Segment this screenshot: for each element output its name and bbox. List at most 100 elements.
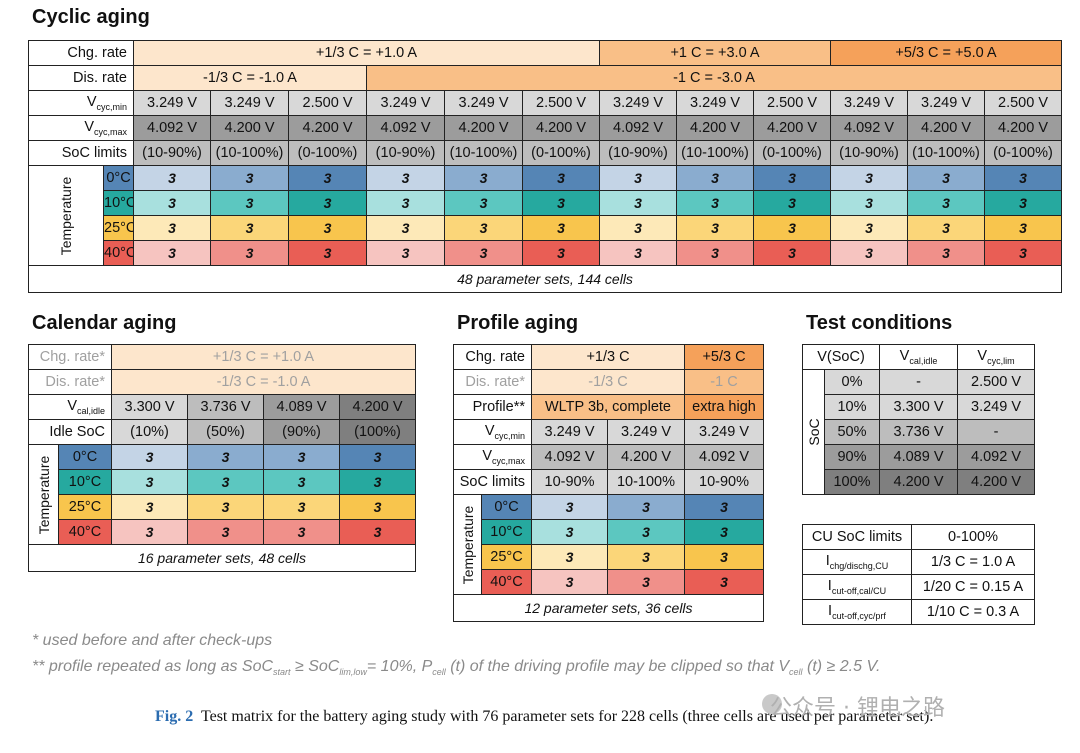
cell-count: 3 [444,165,523,191]
row-label-vcyc-max: Vcyc,max [28,115,134,141]
vcal-cell: 3.300 V [879,394,959,420]
vmax-cell: 4.200 V [210,115,289,141]
vmax-cell: 4.200 V [444,115,523,141]
cell-count: 3 [599,215,677,241]
soc-level: 10% [823,394,881,420]
cell-count: 3 [187,469,265,495]
soc-level: 0% [823,369,881,395]
cell-count: 3 [531,494,608,520]
cell-count: 3 [531,544,608,570]
vmin-cell: 3.249 V [676,90,754,116]
row-label-vcyc-min: Vcyc,min [453,419,532,445]
vmin-cell: 2.500 V [984,90,1062,116]
vcyc-cell: 3.249 V [957,394,1036,420]
header-vcal-idle: Vcal,idle [879,344,959,370]
idle-soc-cell: (90%) [263,419,341,445]
figure-label: Fig. 2 [155,708,194,725]
row-label-vcyc-max: Vcyc,max [453,444,532,470]
cell-count: 3 [522,240,600,266]
cell-count: 3 [288,190,367,216]
i-cutoff-cyc-value: 1/10 C = 0.3 A [911,599,1035,625]
temperature-axis-label: Temperature [28,444,59,545]
profile-aging-title: Profile aging [457,312,579,334]
soc-level: 50% [823,419,881,445]
vcal-cell: 4.200 V [879,469,959,495]
cell-count: 3 [676,240,754,266]
row-label-vcyc-min: Vcyc,min [28,90,134,116]
footnote-profile: ** profile repeated as long as SoCstart … [32,658,881,678]
soc-axis-label: SoC [802,369,825,495]
table-footer: 48 parameter sets, 144 cells [28,265,1062,293]
cell-count: 3 [366,190,445,216]
vmin-cell: 3.249 V [133,90,211,116]
i-cutoff-cal-value: 1/20 C = 0.15 A [911,574,1035,600]
vmax-cell: 4.200 V [288,115,367,141]
i-cutoff-cyc-label: Icut-off,cyc/prf [802,599,912,625]
vmax-cell: 4.092 V [830,115,908,141]
row-label-chg-rate: Chg. rate [28,40,134,66]
cell-count: 3 [753,215,831,241]
cell-count: 3 [187,519,265,545]
cell-count: 3 [753,165,831,191]
temp-label: 40°C [481,569,532,595]
cell-count: 3 [288,215,367,241]
vmin-cell: 2.500 V [522,90,600,116]
soc-limit-cell: 10-90% [531,469,608,495]
cell-count: 3 [133,240,211,266]
cell-count: 3 [339,469,417,495]
cu-soc-value: 0-100% [911,524,1035,550]
cell-count: 3 [531,569,608,595]
footnote-checkups: * used before and after check-ups [32,632,273,649]
row-label-dis-rate: Dis. rate* [453,369,532,395]
cell-count: 3 [111,519,189,545]
temp-label: 40°C [57,519,113,545]
cell-count: 3 [984,165,1062,191]
cell-count: 3 [111,469,189,495]
temp-label: 25°C [103,215,134,241]
cell-count: 3 [830,240,908,266]
watermark: 公众号 · 锂电之路 [770,696,945,721]
vmin-cell: 3.249 V [607,419,685,445]
idle-soc-cell: (100%) [339,419,417,445]
cell-count: 3 [684,494,764,520]
row-label-dis-rate: Dis. rate [28,65,134,91]
cell-count: 3 [607,544,685,570]
i-cutoff-cal-label: Icut-off,cal/CU [802,574,912,600]
vmin-cell: 3.249 V [830,90,908,116]
vmax-cell: 4.092 V [599,115,677,141]
temp-label: 10°C [481,519,532,545]
vmin-cell: 2.500 V [288,90,367,116]
cell-count: 3 [907,165,985,191]
row-label-soc-limits: SoC limits [28,140,134,166]
figure-caption-text: Test matrix for the battery aging study … [200,708,934,725]
cell-count: 3 [599,165,677,191]
vmin-cell: 3.249 V [531,419,608,445]
cell-count: 3 [984,215,1062,241]
cell-count: 3 [210,165,289,191]
temp-label: 0°C [103,165,134,191]
temp-label: 10°C [57,469,113,495]
soc-limit-cell: 10-100% [607,469,685,495]
soc-level: 100% [823,469,881,495]
soc-limit-cell: (10-100%) [210,140,289,166]
dis-rate-cell: -1 C = -3.0 A [366,65,1062,91]
cell-count: 3 [210,240,289,266]
soc-level: 90% [823,444,881,470]
cell-count: 3 [984,240,1062,266]
cell-count: 3 [187,494,265,520]
vmin-cell: 2.500 V [753,90,831,116]
dis-rate-cell: -1 C [684,369,764,395]
chg-rate-cell: +1/3 C = +1.0 A [133,40,600,66]
vcal-cell: 4.200 V [339,394,417,420]
vmin-cell: 3.249 V [684,419,764,445]
row-label-chg-rate: Chg. rate [453,344,532,370]
cell-count: 3 [288,165,367,191]
temp-label: 10°C [103,190,134,216]
chg-rate-cell: +1 C = +3.0 A [599,40,831,66]
vcyc-cell: 4.200 V [957,469,1036,495]
soc-limit-cell: (10-100%) [907,140,985,166]
cell-count: 3 [599,190,677,216]
dis-rate-cell: -1/3 C [531,369,685,395]
chg-rate-cell: +1/3 C = +1.0 A [111,344,417,370]
cell-count: 3 [339,444,417,470]
